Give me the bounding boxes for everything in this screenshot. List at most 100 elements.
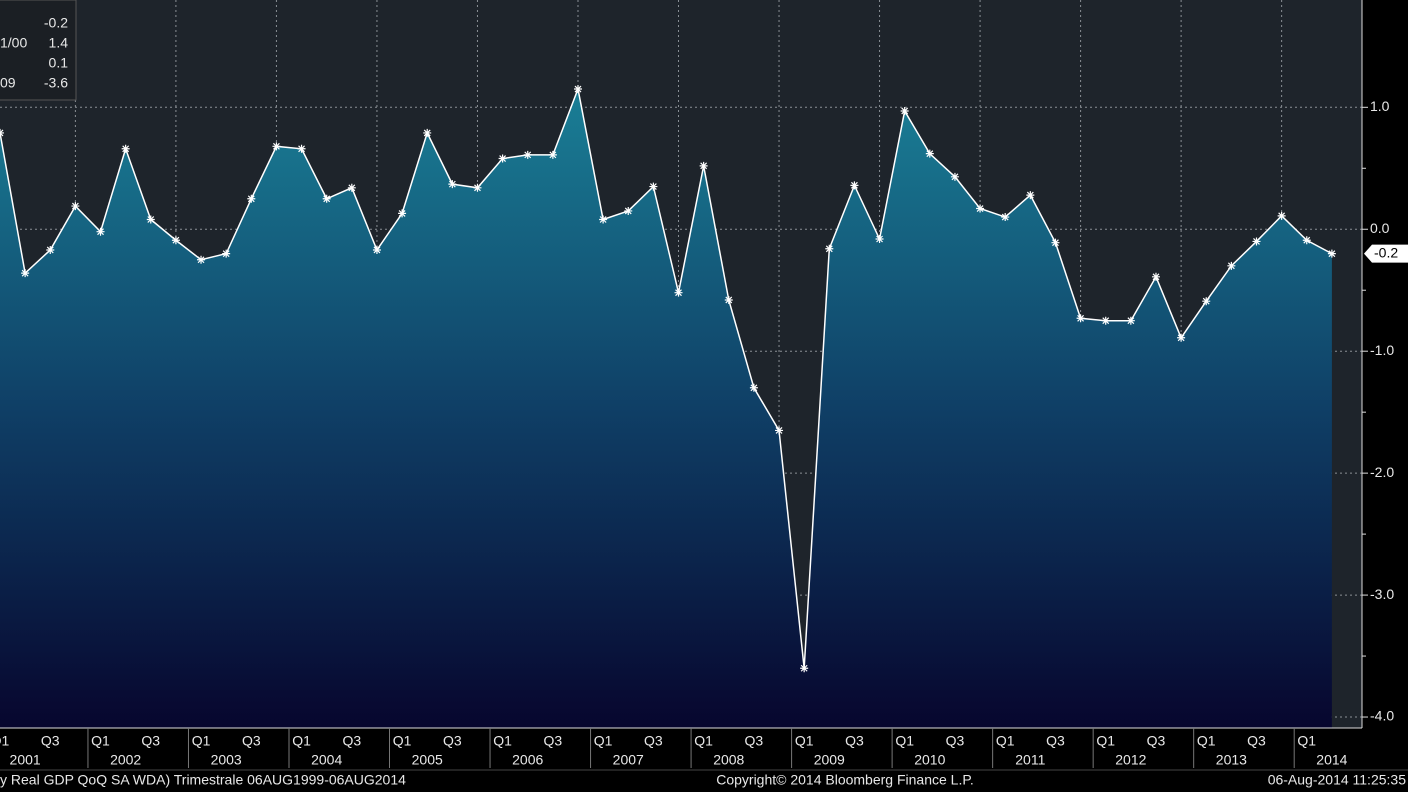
x-axis-band (0, 728, 1408, 770)
x-tick-label: Q1 (393, 733, 412, 749)
point-marker (1051, 238, 1060, 247)
point-marker (825, 244, 834, 253)
y-tick-label: -1.0 (1370, 342, 1394, 358)
point-marker (775, 426, 784, 435)
x-year-label: 2006 (512, 752, 543, 768)
axes: -4.0 -3.0 -2.0 -1.0 0.0 1.0 -0.2 Q1 Q3 Q1 Q3 Q1 Q3 Q1… (0, 0, 1408, 770)
point-marker (1177, 333, 1186, 342)
footer-right: 06-Aug-2014 11:25:35 (1268, 772, 1407, 788)
area (0, 89, 1332, 728)
x-tick-label: Q3 (1247, 733, 1266, 749)
point-marker (1252, 237, 1261, 246)
x-tick-label: Q1 (996, 733, 1015, 749)
point-marker (347, 183, 356, 192)
x-tick-label: Q3 (946, 733, 965, 749)
x-tick-label: Q3 (342, 733, 361, 749)
point-marker (423, 128, 432, 137)
point-marker (1227, 261, 1236, 270)
point-marker (222, 249, 231, 258)
x-tick-label: Q1 (91, 733, 110, 749)
point-marker (523, 150, 532, 159)
point-marker (71, 202, 80, 211)
point-marker (674, 288, 683, 297)
x-year-label: 2008 (713, 752, 744, 768)
point-marker (850, 181, 859, 190)
x-tick-label: Q3 (644, 733, 663, 749)
point-marker (1302, 236, 1311, 245)
line (0, 86, 1333, 669)
x-tick-label: Q1 (694, 733, 713, 749)
last-value-tag (1364, 244, 1408, 263)
x-tick-label: Q3 (845, 733, 864, 749)
x-year-label: 2009 (814, 752, 845, 768)
point-marker (1277, 211, 1286, 220)
point-marker (1026, 191, 1035, 200)
x-tick-label: Q3 (242, 733, 261, 749)
point-marker (649, 182, 658, 191)
point-marker (1202, 297, 1211, 306)
point-marker (1327, 249, 1336, 258)
point-marker (473, 183, 482, 192)
point-marker (976, 204, 985, 213)
footer-center: Copyright© 2014 Bloomberg Finance L.P. (716, 772, 974, 788)
x-tick-label: Q3 (141, 733, 160, 749)
y-tick-label: -2.0 (1370, 464, 1394, 480)
x-tick-label: Q3 (1147, 733, 1166, 749)
point-marker (875, 235, 884, 244)
point-marker (197, 255, 206, 264)
x-tick-label: Q1 (795, 733, 814, 749)
point-marker (372, 245, 381, 254)
legend-stat-value: 0.1 (49, 55, 69, 71)
x-year-label: 2001 (10, 752, 41, 768)
point-marker (1151, 272, 1160, 281)
footer-left: y Real GDP QoQ SA WDA) Trimestrale 06AUG… (0, 772, 406, 788)
y-tick-label: 0.0 (1370, 220, 1390, 236)
x-tick-label: Q1 (1096, 733, 1115, 749)
x-tick-label: Q1 (1297, 733, 1316, 749)
x-tick-label: Q3 (1046, 733, 1065, 749)
y-tick-label: -3.0 (1370, 586, 1394, 602)
x-tick-label: Q1 (1197, 733, 1216, 749)
x-year-label: 2010 (914, 752, 945, 768)
legend-stat-value: 1.4 (49, 35, 69, 51)
point-marker (548, 150, 557, 159)
x-tick-label: Q1 (292, 733, 311, 749)
x-tick-label: Q1 (594, 733, 613, 749)
x-year-label: 2002 (110, 752, 141, 768)
point-marker (925, 149, 934, 158)
point-marker (800, 664, 809, 673)
x-year-label: 2003 (211, 752, 242, 768)
legend-stat-date: 1/00 (0, 35, 27, 51)
legend-box (0, 0, 77, 101)
axis-background (1362, 0, 1408, 728)
x-tick-label: Q1 (493, 733, 512, 749)
point-marker (171, 236, 180, 245)
legend-stat-value: -0.2 (44, 15, 68, 31)
point-marker (247, 194, 256, 203)
legend-stat-value: -3.6 (44, 75, 68, 91)
point-marker (900, 106, 909, 115)
point-marker (724, 295, 733, 304)
point-marker (573, 85, 582, 94)
point-marker (272, 142, 281, 151)
x-tick-label: Q3 (443, 733, 462, 749)
point-marker (950, 172, 959, 181)
x-year-label: 2005 (412, 752, 443, 768)
x-tick-label: Q3 (41, 733, 60, 749)
y-tick-label: -4.0 (1370, 708, 1394, 724)
y-tick-label: 1.0 (1370, 98, 1390, 114)
last-value-label: -0.2 (1374, 244, 1398, 260)
legend-stat-date: 09 (0, 75, 16, 91)
point-marker (297, 144, 306, 153)
point-marker (46, 245, 55, 254)
x-year-label: 2012 (1115, 752, 1146, 768)
point-marker (146, 215, 155, 224)
point-marker (1126, 316, 1135, 325)
x-year-label: 2011 (1015, 752, 1045, 768)
x-tick-label: Q1 (0, 733, 10, 749)
point-marker (21, 269, 30, 278)
x-year-label: 2007 (613, 752, 644, 768)
point-marker (322, 194, 331, 203)
x-tick-label: Q3 (544, 733, 563, 749)
